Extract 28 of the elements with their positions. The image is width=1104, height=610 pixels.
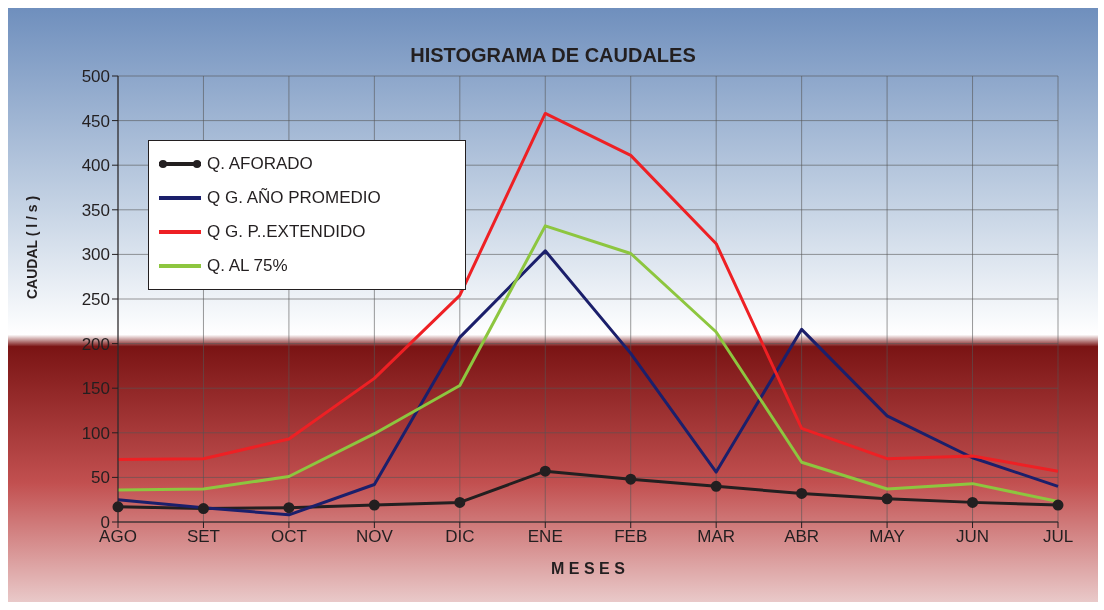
y-tick-label: 300 (81, 245, 110, 265)
y-tick-label: 500 (81, 67, 110, 87)
y-tick-label: 250 (81, 290, 110, 310)
x-tick-label: FEB (614, 527, 648, 547)
x-tick-label: JUL (1042, 527, 1074, 547)
line-series (116, 111, 1060, 473)
x-tick-label: JUN (956, 527, 990, 547)
legend-label: Q. AL 75% (207, 255, 288, 277)
y-axis-title: CAUDAL ( l / s ) (23, 195, 40, 299)
y-tick-label: 150 (81, 379, 110, 399)
x-tick-label: ABR (784, 527, 820, 547)
x-tick-label: OCT (270, 527, 307, 547)
y-tick-label: 450 (81, 111, 110, 131)
y-tick-label: 50 (91, 468, 110, 488)
x-tick-label: DIC (445, 527, 475, 547)
legend-label: Q G. AÑO PROMEDIO (207, 187, 381, 209)
x-axis-title: M E S E S (551, 560, 626, 577)
y-tick-label: 400 (81, 156, 110, 176)
y-tick-label: 100 (81, 423, 110, 443)
legend-label: Q G. P..EXTENDIDO (207, 221, 366, 243)
x-tick-label: MAR (697, 527, 736, 547)
x-tick-label: ENE (527, 527, 563, 547)
y-tick-label: 350 (81, 200, 110, 220)
x-tick-label: MAY (869, 527, 905, 547)
x-tick-label: SET (186, 527, 220, 547)
legend-label: Q. AFORADO (207, 153, 313, 175)
x-tick-label: NOV (355, 527, 394, 547)
chart-title: HISTOGRAMA DE CAUDALES (409, 44, 697, 67)
